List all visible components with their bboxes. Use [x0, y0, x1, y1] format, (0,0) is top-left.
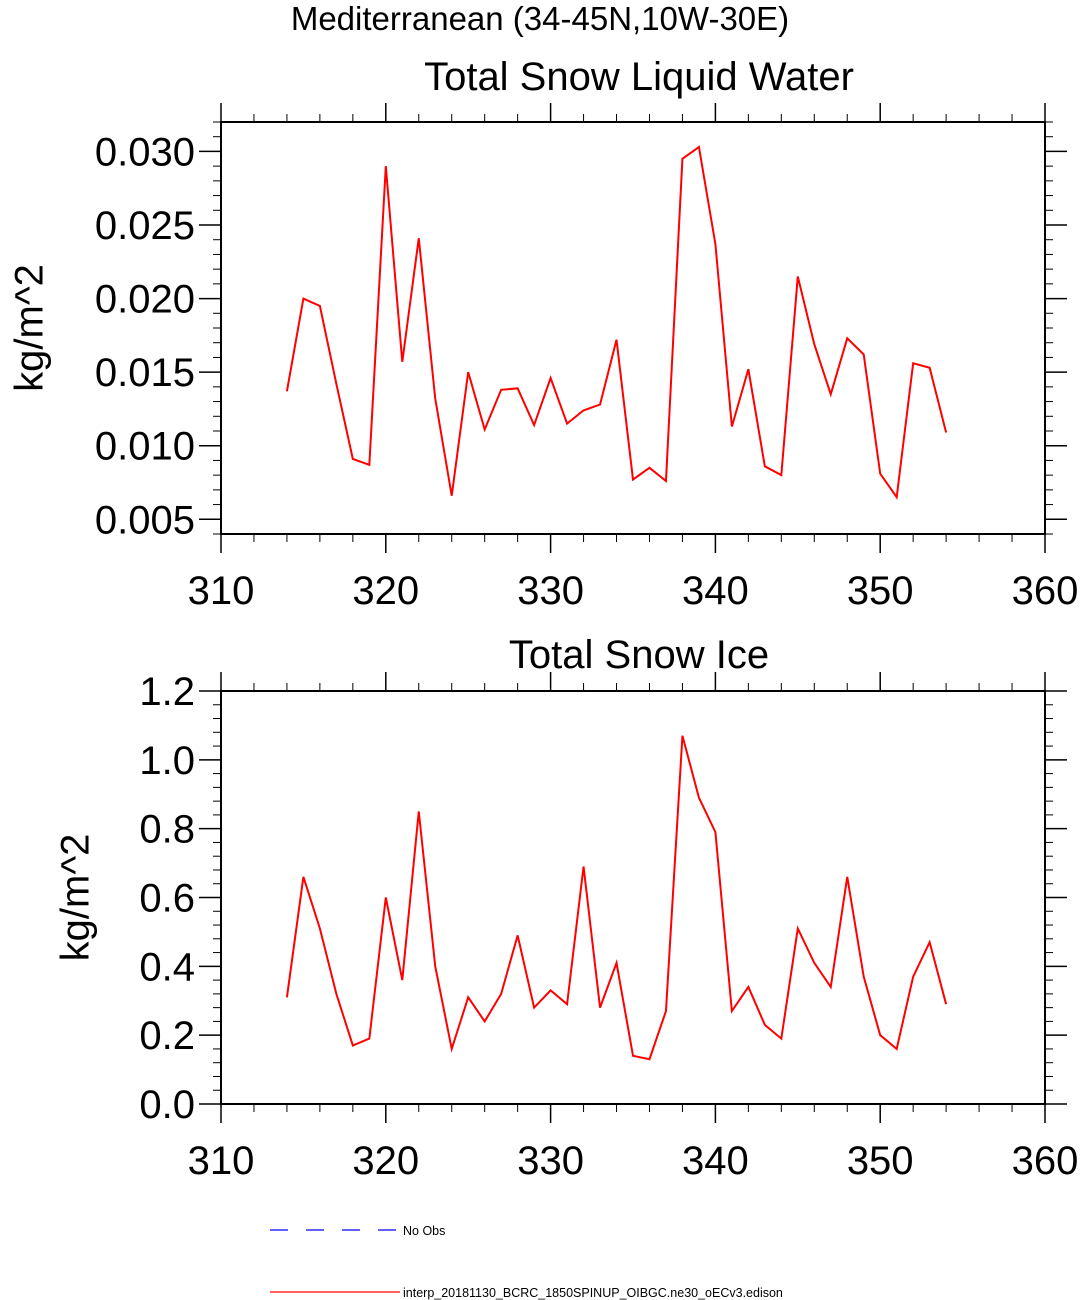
y-axis-label: kg/m^2 — [8, 264, 52, 392]
y-tick-label: 1.0 — [139, 739, 195, 783]
y-tick-label: 0.4 — [139, 945, 195, 989]
x-tick-label: 310 — [188, 569, 255, 613]
y-tick-label: 0.0 — [139, 1083, 195, 1127]
y-axis-label: kg/m^2 — [54, 834, 98, 962]
y-tick-label: 0.030 — [95, 130, 195, 174]
x-tick-label: 320 — [352, 1139, 419, 1183]
panel-snow-liquid-water: Total Snow Liquid Water kg/m^2 310 320 330 34… — [8, 55, 1079, 613]
y-tick-label: 0.8 — [139, 808, 195, 852]
y-tick-label: 0.6 — [139, 877, 195, 921]
y-tick-label: 0.020 — [95, 278, 195, 322]
series-line — [285, 145, 948, 500]
x-tick-label: 310 — [188, 1139, 255, 1183]
y-tick-label: 0.2 — [139, 1014, 195, 1058]
legend: No Obs interp_20181130_BCRC_1850SPINUP_O… — [270, 1224, 783, 1300]
legend-label-model: interp_20181130_BCRC_1850SPINUP_OIBGC.ne… — [403, 1286, 783, 1300]
x-tick-label: 330 — [517, 569, 584, 613]
panel-snow-ice: Total Snow Ice kg/m^2 310 320 330 340 350 360 0.… — [54, 633, 1079, 1183]
x-tick-label: 340 — [682, 1139, 749, 1183]
x-tick-label: 350 — [847, 569, 914, 613]
x-tick-label: 330 — [517, 1139, 584, 1183]
legend-label-no-obs: No Obs — [403, 1224, 445, 1238]
figure-title: Mediterranean (34-45N,10W-30E) — [291, 0, 789, 37]
y-tick-label: 0.025 — [95, 204, 195, 248]
y-tick-label: 0.005 — [95, 498, 195, 542]
x-tick-label: 340 — [682, 569, 749, 613]
plot-frame — [220, 690, 1046, 1105]
legend-item-no-obs: No Obs — [270, 1224, 445, 1238]
chart-title: Total Snow Liquid Water — [424, 55, 854, 99]
series-line — [285, 735, 948, 1061]
chart-title: Total Snow Ice — [509, 633, 769, 677]
y-tick-label: 0.015 — [95, 351, 195, 395]
x-tick-label: 360 — [1012, 1139, 1079, 1183]
y-tick-label: 0.010 — [95, 425, 195, 469]
y-tick-label: 1.2 — [139, 670, 195, 714]
legend-item-model: interp_20181130_BCRC_1850SPINUP_OIBGC.ne… — [270, 1286, 783, 1300]
x-tick-label: 350 — [847, 1139, 914, 1183]
x-tick-label: 320 — [352, 569, 419, 613]
x-tick-label: 360 — [1012, 569, 1079, 613]
